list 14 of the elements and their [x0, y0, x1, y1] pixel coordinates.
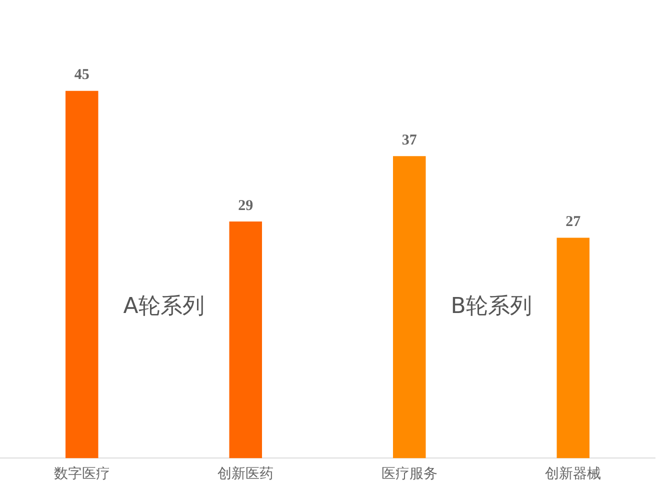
x-tick-label: 医疗服务 — [381, 466, 438, 482]
data-label: 45 — [74, 67, 90, 84]
bar — [229, 221, 262, 458]
data-label: 37 — [402, 132, 418, 149]
data-label: 29 — [238, 198, 254, 214]
annotation: B轮系列 — [450, 294, 532, 319]
x-tick-label: 数字医疗 — [54, 466, 110, 482]
annotation: A轮系列 — [123, 294, 204, 319]
bar — [66, 90, 98, 458]
x-tick-label: 创新医药 — [218, 466, 274, 482]
bar — [393, 156, 426, 458]
data-label: 27 — [566, 214, 582, 230]
x-tick-label: 创新器械 — [545, 466, 602, 482]
bar — [556, 238, 590, 458]
